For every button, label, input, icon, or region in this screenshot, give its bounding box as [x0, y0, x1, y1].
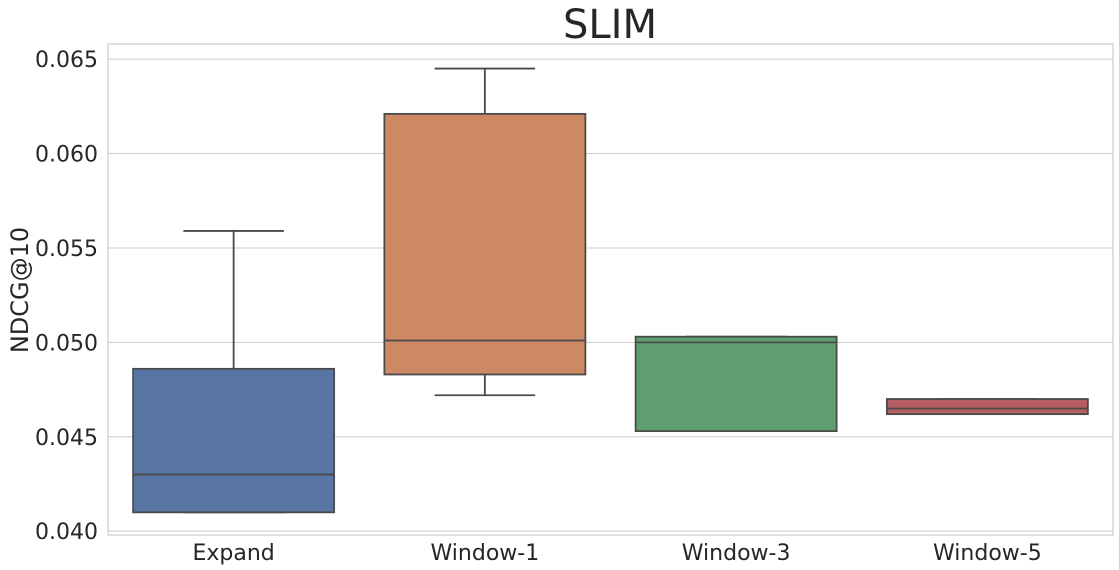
x-tick-labels: Expand Window-1 Window-3 Window-5: [192, 541, 1041, 566]
y-tick-labels: 0.040 0.045 0.050 0.055 0.060 0.065: [35, 48, 98, 545]
y-tick-label: 0.060: [35, 143, 98, 168]
y-tick-label: 0.040: [35, 520, 98, 545]
iqr-box: [383, 112, 587, 376]
y-tick-label: 0.055: [35, 237, 98, 262]
boxes: [132, 67, 1089, 514]
iqr-box: [634, 335, 838, 433]
y-tick-label: 0.050: [35, 331, 98, 356]
plot-frame: [107, 43, 1114, 536]
chart-title: SLIM: [563, 2, 657, 48]
y-tick-label: 0.065: [35, 48, 98, 73]
y-tick-label: 0.045: [35, 426, 98, 451]
box-window-5: [885, 398, 1089, 416]
box-window-1: [383, 67, 587, 397]
box-expand: [132, 230, 336, 514]
x-tick-label: Expand: [192, 541, 274, 566]
y-axis-label: NDCG@10: [6, 227, 34, 353]
x-tick-label: Window-1: [431, 541, 540, 566]
x-tick-label: Window-5: [933, 541, 1042, 566]
x-tick-label: Window-3: [682, 541, 791, 566]
iqr-box: [885, 398, 1089, 416]
iqr-box: [132, 367, 336, 514]
box-window-3: [634, 335, 838, 433]
